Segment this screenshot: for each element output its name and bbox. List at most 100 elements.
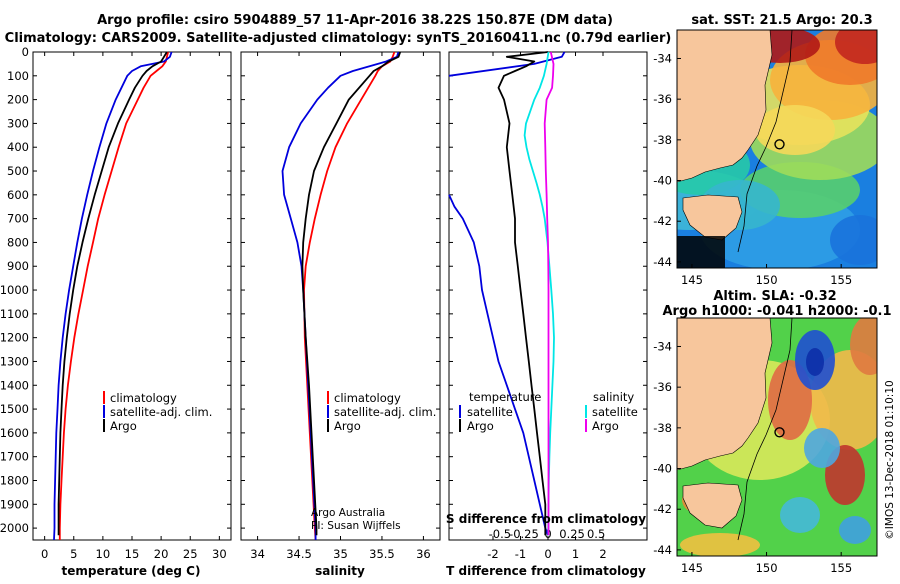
legend-label-t-satellite: satellite	[467, 405, 513, 419]
legend-label-s-argo: Argo	[592, 419, 619, 433]
top-xtick-label: 0.25	[559, 527, 585, 541]
series-line-climatology	[58, 51, 169, 540]
ytick-label: 600	[7, 188, 29, 202]
xtick-label: 34	[250, 547, 265, 561]
ytick-label: 2000	[0, 521, 29, 535]
temperature-plot: 0100200300400500600700800900100011001200…	[0, 45, 231, 561]
map-xtick-label: 150	[756, 561, 778, 575]
sla-argo-float-marker	[774, 427, 785, 438]
legend-label-argo: Argo	[110, 419, 137, 433]
map-ytick-label: -40	[653, 462, 672, 476]
series-line-argo	[301, 51, 402, 536]
legend-label-climatology: climatology	[110, 391, 177, 405]
salinity-xlabel: salinity	[315, 564, 365, 578]
ytick-label: 0	[22, 45, 29, 59]
ytick-label: 1200	[0, 331, 29, 345]
sla-map: -34 -36 -38 -40 -42 -44 145 150 155	[653, 317, 878, 575]
map-ytick-label: -44	[653, 255, 672, 269]
ytick-label: 100	[7, 69, 29, 83]
map-ytick-label: -44	[653, 543, 672, 557]
xtick-label: 25	[183, 547, 198, 561]
map-ytick-label: -34	[653, 339, 672, 353]
ytick-label: 1300	[0, 354, 29, 368]
ytick-label: 1400	[0, 378, 29, 392]
xtick-label: 35.5	[369, 547, 395, 561]
ytick-label: 500	[7, 164, 29, 178]
sst-missing-data	[677, 236, 725, 268]
series-line-climatology	[303, 51, 396, 541]
map-ytick-label: -36	[653, 92, 672, 106]
top-xtick-label: -0.5	[489, 527, 511, 541]
ytick-label: 1000	[0, 283, 29, 297]
series-line-satellite-adj-clim	[281, 51, 400, 540]
map-ytick-label: -38	[653, 421, 672, 435]
series-line-temperature-argo	[497, 51, 549, 536]
salinity-plot: 34 34.5 35 35.5 36	[241, 51, 440, 561]
xtick-label: 5	[70, 547, 77, 561]
xtick-label: 0	[544, 547, 551, 561]
sla-map-title-line2: Argo h1000: -0.041 h2000: -0.1	[662, 304, 891, 319]
sla-patch	[839, 516, 871, 544]
map-xtick-label: 145	[681, 561, 703, 575]
xtick-label: 34.5	[286, 547, 312, 561]
legend-label-climatology: climatology	[334, 391, 401, 405]
sst-map-axes: -34 -36 -38 -40 -42 -44 145 150 155	[653, 51, 852, 287]
ytick-label: 1800	[0, 473, 29, 487]
salinity-panel-frame	[240, 51, 441, 541]
map-ytick-label: -38	[653, 133, 672, 147]
salinity-legend: climatology satellite-adj. clim. Argo Ar…	[311, 391, 436, 532]
map-ytick-label: -42	[653, 502, 672, 516]
sla-shelf-contour	[737, 318, 793, 541]
sla-map-axes: -34 -36 -38 -40 -42 -44 145 150 155	[653, 339, 852, 575]
sst-argo-float-marker	[774, 139, 785, 150]
sst-map: -34 -36 -38 -40 -42 -44 145 150 155	[653, 29, 878, 287]
sst-tasmania-land	[682, 194, 743, 241]
ytick-label: 1600	[0, 426, 29, 440]
legend-title-salinity: salinity	[593, 390, 634, 404]
series-line-salinity-satellite	[523, 51, 555, 536]
legend-title-temperature: temperature	[469, 390, 541, 404]
figure-title-line1: Argo profile: csiro 5904889_57 11-Apr-20…	[97, 13, 613, 28]
map-xtick-label: 155	[830, 561, 852, 575]
credit-pi: PI: Susan Wijffels	[311, 520, 401, 532]
sla-map-title-line1: Altim. SLA: -0.32	[713, 289, 836, 304]
sst-patch	[830, 215, 877, 265]
ytick-label: 1100	[0, 307, 29, 321]
xtick-label: 2	[599, 547, 606, 561]
map-xtick-label: 155	[830, 273, 852, 287]
series-line-satellite-adj-clim	[53, 51, 173, 541]
legend-label-argo: Argo	[334, 419, 361, 433]
xtick-label: 30	[212, 547, 227, 561]
legend-label-t-argo: Argo	[467, 419, 494, 433]
top-xtick-label: 0.5	[587, 527, 605, 541]
sla-patch	[804, 428, 840, 468]
sst-patch	[755, 105, 835, 155]
figure-title-line2: Climatology: CARS2009. Satellite-adjuste…	[5, 31, 672, 46]
ytick-label: 1500	[0, 402, 29, 416]
map-xtick-label: 145	[681, 273, 703, 287]
sla-patch	[850, 318, 877, 375]
difference-plot: -2 -1 0 1 2-0.5-0.25 0 0.25 0.5	[448, 51, 647, 561]
difference-top-xlabel: S difference from climatology	[446, 512, 646, 526]
difference-temperature-legend: temperature satellite Argo	[459, 390, 541, 433]
temperature-legend: climatology satellite-adj. clim. Argo	[103, 391, 212, 433]
sst-map-title: sat. SST: 21.5 Argo: 20.3	[691, 13, 872, 28]
xtick-label: -2	[487, 547, 498, 561]
ytick-label: 800	[7, 235, 29, 249]
xtick-label: 15	[125, 547, 140, 561]
temperature-xlabel: temperature (deg C)	[62, 564, 201, 578]
map-ytick-label: -34	[653, 51, 672, 65]
xtick-label: 36	[416, 547, 431, 561]
sla-patch	[680, 533, 760, 556]
xtick-label: 20	[154, 547, 169, 561]
map-xtick-label: 150	[756, 273, 778, 287]
ytick-label: 1700	[0, 450, 29, 464]
map-ytick-label: -42	[653, 214, 672, 228]
imos-watermark: ©IMOS 13-Dec-2018 01:10:10	[884, 380, 896, 539]
sla-map-frame	[676, 317, 878, 557]
map-ytick-label: -36	[653, 380, 672, 394]
difference-xlabel: T difference from climatology	[446, 564, 646, 578]
sla-tasmania-land	[682, 482, 743, 529]
